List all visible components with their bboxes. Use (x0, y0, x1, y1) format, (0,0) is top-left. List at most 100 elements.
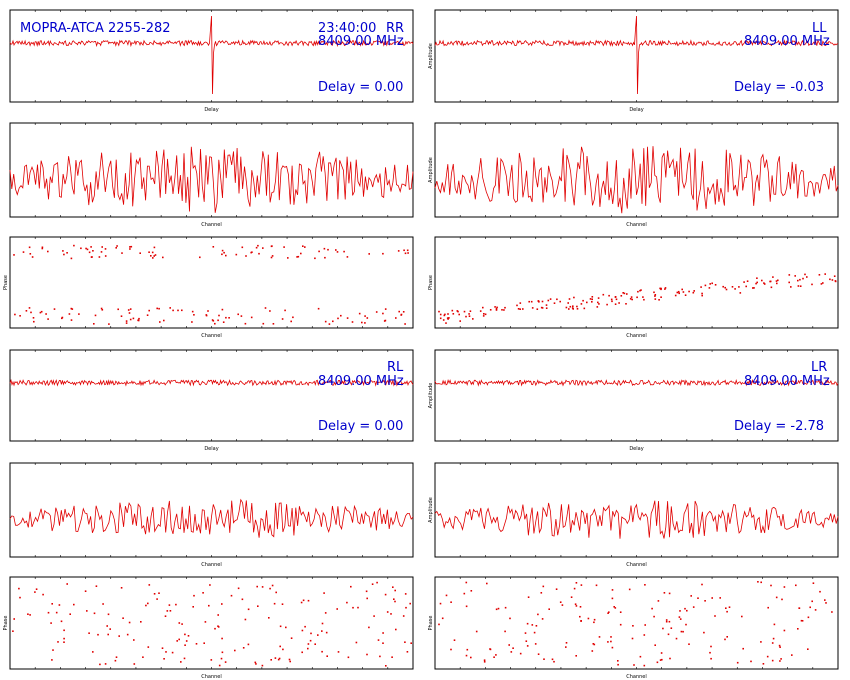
panel-ll-phase-point (709, 283, 711, 285)
panel-lr-phase-point (825, 602, 827, 604)
panel-rl-phase-point (384, 593, 387, 596)
panel-ll-phase-point (770, 286, 773, 289)
panel-rr-phase-point (400, 314, 402, 316)
panel-lr-delay-ylabel: Amplitude (428, 383, 434, 409)
panel-rl-phase-point (307, 643, 310, 645)
panel-lr-phase-point (770, 584, 772, 587)
panel-rr-phase-point (146, 314, 149, 316)
panel-rr-phase-point (125, 322, 128, 324)
panel-rr-delay-line (9, 15, 414, 95)
panel-rr-phase-point (262, 247, 264, 249)
panel-rl-phase-point (323, 592, 325, 594)
panel-lr-phase-point (657, 600, 660, 602)
panel-ll-phase-point (443, 314, 446, 317)
panel-rl-phase-point (99, 663, 101, 666)
panel-rr-phase-point (22, 251, 25, 253)
panel-ll-phase-point (833, 275, 836, 277)
panel-ll-phase-point (776, 282, 778, 285)
panel-lr-phase-point (450, 601, 452, 603)
panel-lr-phase-point (714, 615, 716, 617)
panel-rr-phase-point (364, 315, 366, 317)
panel-ll-phase-point (482, 315, 485, 317)
panel-lr-phase-point (610, 640, 612, 643)
panel-rr-phase-point (283, 246, 285, 248)
panel-rr-phase-point (14, 313, 16, 316)
panel-rl-phase-point (35, 588, 38, 590)
panel-lr-phase-point (662, 627, 664, 630)
panel-ll-phase-point (439, 313, 442, 316)
panel-rr-phase-point (407, 252, 409, 254)
panel-ll-phase-point (484, 313, 487, 316)
panel-ll-phase-point (519, 302, 522, 304)
panel-ll-phase-point (822, 282, 824, 284)
panel-rr-phase-point (406, 249, 409, 252)
panel-rr-phase-point (336, 251, 339, 253)
panel-lr-phase-point (526, 645, 529, 647)
panel-rr-phase-point (225, 254, 227, 257)
panel-rl-phase-point (376, 581, 378, 584)
freq-label-rr: 8409.00 MHz (318, 34, 404, 49)
panel-rr-phase-point (19, 315, 21, 317)
panel-rl-phase-point (195, 643, 198, 645)
panel-lr-phase-point (495, 654, 497, 656)
panel-ll-phase-point (745, 285, 747, 288)
panel-rl-phase-point (13, 618, 15, 620)
panel-rl-phase-point (209, 584, 211, 586)
panel-rl-phase-point (19, 596, 21, 599)
panel-rl-phase-point (279, 645, 281, 648)
panel-rr-phase-point (340, 314, 342, 317)
panel-lr-phase-point (719, 597, 721, 599)
panel-rl-phase-point (395, 628, 397, 631)
panel-rr-phase-point (100, 251, 103, 253)
panel-lr-phase-point (495, 608, 498, 611)
panel-lr-phase-point (801, 620, 804, 622)
panel-ll-phase-point (642, 296, 644, 298)
panel-lr-phase-point (809, 606, 811, 609)
panel-rl-phase-point (410, 642, 412, 644)
panel-rl-phase-point (255, 663, 257, 665)
panel-rl-phase-point (321, 650, 323, 653)
panel-rr-phase-point (153, 255, 155, 257)
panel-lr-phase-point (465, 581, 468, 584)
panel-rl-phase-point (385, 665, 387, 667)
panel-rr-phase-point (304, 246, 306, 248)
panel-ll-phase-point (756, 277, 758, 279)
panel-lr-phase-point (819, 590, 821, 593)
panel-lr-phase-point (783, 629, 786, 632)
panel-ll-phase-ylabel: Phase (428, 275, 434, 290)
panel-lr-phase-point (704, 600, 706, 602)
panel-rr-phase-point (177, 309, 179, 312)
panel-rl-phase-point (244, 618, 247, 621)
panel-rl-phase-point (55, 611, 58, 614)
panel-ll-phase-xlabel: Channel (626, 333, 647, 339)
panel-lr-phase-point (814, 609, 817, 611)
freq-label-rl: 8409.00 MHz (318, 374, 404, 389)
panel-lr-phase-point (519, 652, 522, 655)
panel-rl-phase-point (256, 585, 258, 588)
panel-rr-phase-point (240, 315, 243, 317)
panel-lr-phase-point (631, 637, 634, 640)
panel-lr-phase-point (771, 642, 774, 644)
panel-rr-phase-point (32, 317, 35, 319)
panel-ll-phase-point (538, 301, 540, 303)
panel-ll-phase-point (684, 294, 687, 296)
panel-rr-phase-point (156, 307, 158, 310)
panel-lr-phase-point (587, 617, 590, 620)
panel-lr-phase-point (504, 606, 507, 609)
panel-lr-phase-point (617, 663, 619, 666)
panel-rr-phase-point (300, 252, 302, 255)
panel-rr-phase-point (120, 315, 123, 317)
panel-ll-phase-point (700, 286, 702, 288)
panel-lr-phase-point (531, 624, 534, 626)
panel-ll-phase-point (503, 309, 505, 311)
panel-rl-phase-point (391, 656, 393, 658)
panel-lr-phase-point (470, 656, 472, 659)
panel-lr-phase-point (574, 603, 577, 605)
panel-rr-phase-point (384, 308, 387, 310)
panel-rl-phase-point (309, 639, 312, 642)
panel-ll-phase-point (643, 298, 645, 301)
panel-lr-phase-point (555, 588, 558, 590)
panel-rr-phase-point (237, 313, 239, 316)
panel-rl-phase-point (86, 610, 88, 612)
panel-lr-phase-point (504, 630, 506, 633)
